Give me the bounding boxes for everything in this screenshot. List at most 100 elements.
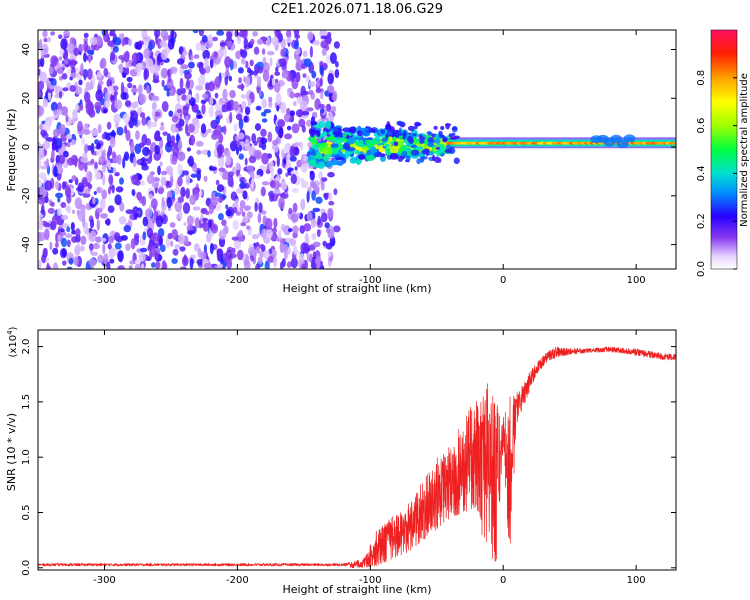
heatmap-cell (192, 117, 199, 126)
heatmap-cell (261, 48, 266, 55)
heatmap-cell (39, 186, 47, 198)
heatmap-cell (241, 211, 246, 217)
heatmap-cell (208, 106, 214, 118)
heatmap-cell (257, 76, 262, 88)
heatmap-cell (381, 138, 388, 142)
heatmap-cell (51, 214, 60, 225)
heatmap-cell (358, 127, 369, 132)
heatmap-cell (176, 93, 181, 103)
heatmap-cell (38, 159, 42, 170)
heatmap-cell (311, 190, 316, 201)
heatmap-cell (302, 50, 308, 58)
heatmap-cell (103, 67, 109, 77)
heatmap-cell (287, 87, 293, 93)
heatmap-cell (38, 88, 42, 100)
heatmap-cell (150, 198, 158, 209)
heatmap-cell (433, 125, 438, 130)
heatmap-cell (137, 174, 143, 180)
heatmap-cell (295, 71, 301, 83)
heatmap-cell (176, 213, 180, 220)
heatmap-cell (407, 125, 415, 131)
heatmap-cell (108, 174, 114, 185)
heatmap-cell (157, 187, 165, 193)
heatmap-cell (61, 214, 69, 221)
x-tick-label: 100 (627, 275, 646, 286)
heatmap-cell (144, 36, 149, 42)
heatmap-cell (200, 123, 207, 134)
heatmap-cell (179, 246, 186, 252)
heatmap-cell (135, 130, 140, 141)
heatmap-cell (70, 59, 76, 65)
heatmap-cell (276, 105, 280, 112)
heatmap-cell (333, 225, 341, 233)
heatmap-cell (136, 210, 141, 215)
heatmap-cell (69, 37, 76, 44)
heatmap-cell (127, 82, 133, 89)
heatmap-cell (303, 58, 312, 67)
heatmap-cell (137, 84, 143, 96)
heatmap-cell (335, 156, 346, 161)
heatmap-cell (322, 154, 329, 163)
heatmap-cell (220, 72, 227, 78)
heatmap-cell (75, 228, 81, 237)
heatmap-cell (150, 245, 156, 258)
heatmap-cell (219, 170, 224, 177)
heatmap-cell (102, 148, 107, 158)
heatmap-cell (38, 199, 44, 205)
heatmap-cell (98, 155, 104, 165)
heatmap-cell (142, 216, 148, 227)
heatmap-cell (74, 104, 80, 111)
heatmap-cell (57, 234, 61, 242)
heatmap-cell (194, 217, 200, 229)
heatmap-cell (258, 142, 263, 148)
heatmap-cell (54, 180, 60, 190)
heatmap-cell (209, 166, 217, 171)
heatmap-cell (385, 133, 389, 140)
heatmap-cell (202, 49, 210, 60)
heatmap-cell (72, 109, 78, 120)
heatmap-cell (200, 99, 207, 105)
heatmap-cell (229, 89, 236, 99)
heatmap-cell (236, 35, 242, 45)
heatmap-cell (332, 90, 338, 102)
heatmap-cell (226, 31, 233, 40)
heatmap-cell (321, 47, 327, 57)
heatmap-cell (192, 163, 198, 173)
heatmap-cell (261, 228, 267, 239)
heatmap-cell (390, 146, 399, 154)
heatmap-cell (182, 50, 188, 56)
heatmap-cell (53, 165, 58, 178)
heatmap-cell (237, 249, 244, 261)
heatmap-cell (80, 62, 84, 75)
heatmap-cell (238, 229, 243, 237)
heatmap-cell (170, 30, 175, 39)
heatmap-cell (215, 102, 222, 112)
heatmap-cell (242, 190, 248, 200)
heatmap-cell (415, 122, 422, 127)
heatmap-cell (250, 38, 255, 46)
heatmap-cell (216, 184, 225, 193)
heatmap-cell (196, 114, 203, 120)
heatmap-cell (365, 154, 375, 161)
heatmap-cell (311, 232, 317, 241)
heatmap-cell (63, 30, 70, 37)
heatmap-cell (226, 100, 232, 112)
heatmap-cell (96, 149, 101, 156)
x-tick-label: -100 (359, 275, 382, 286)
heatmap-cell (131, 174, 139, 185)
heatmap-cell (107, 205, 115, 214)
heatmap-cell (170, 176, 174, 187)
heatmap-cell (131, 189, 136, 196)
heatmap-cell (89, 230, 97, 242)
heatmap-cell (110, 30, 116, 36)
heatmap-cell (245, 60, 249, 69)
heatmap-cell (195, 92, 200, 104)
heatmap-cell (310, 218, 317, 228)
heatmap-cell (328, 200, 335, 206)
heatmap-cell (286, 36, 292, 43)
heatmap-cell (327, 31, 332, 38)
spectrogram-frame (37, 29, 677, 270)
heatmap-cell (272, 227, 277, 235)
